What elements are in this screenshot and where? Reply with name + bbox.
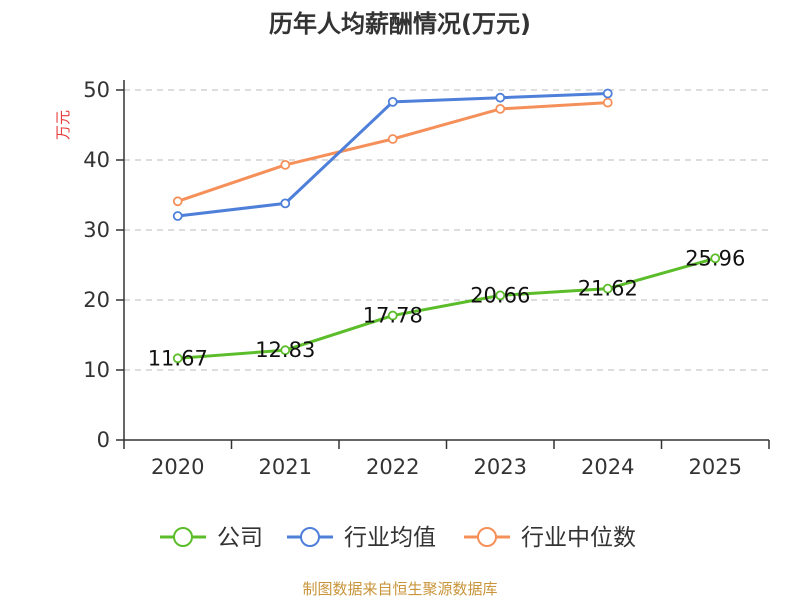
y-axis-label: 万元: [54, 110, 72, 140]
y-tick-label: 50: [83, 78, 110, 102]
data-point: [602, 88, 613, 99]
source-note: 制图数据来自恒生聚源数据库: [302, 580, 497, 598]
legend-marker: [477, 527, 497, 547]
legend-label: 行业均值: [344, 525, 436, 551]
data-point: [602, 283, 613, 294]
legend-label: 公司: [217, 525, 263, 551]
data-label: 20.66: [470, 283, 530, 307]
x-tick-label: 2023: [474, 455, 527, 479]
x-tick-labels: 2020 2021 2022 2023 2024 2025: [151, 455, 742, 479]
data-label: 12.83: [255, 338, 315, 362]
series-line-2: [177, 101, 608, 203]
data-point: [495, 290, 506, 301]
series-points: [172, 88, 721, 364]
data-point: [602, 97, 613, 108]
legend-label: 行业中位数: [521, 525, 636, 551]
data-point: [387, 310, 398, 321]
data-point: [280, 159, 291, 170]
x-tick-label: 2022: [366, 455, 419, 479]
data-point: [495, 104, 506, 114]
y-tick-labels: 0 10 20 30 40 50: [83, 78, 110, 452]
data-point: [172, 353, 183, 364]
data-point: [172, 196, 183, 207]
data-point: [172, 211, 183, 221]
data-label: 21.62: [578, 277, 638, 301]
grid-lines: [124, 89, 769, 371]
data-point: [280, 198, 291, 209]
x-tick-label: 2020: [151, 455, 204, 479]
data-label: 25.96: [685, 246, 745, 270]
data-point: [280, 345, 291, 356]
y-tick-label: 40: [83, 148, 110, 172]
y-tick-label: 0: [97, 428, 110, 452]
x-tick-label: 2024: [581, 455, 634, 479]
x-tick-label: 2025: [689, 455, 742, 479]
data-point: [387, 97, 398, 107]
y-tick-label: 30: [83, 218, 110, 242]
legend: 公司 行业均值 行业中位数: [160, 525, 636, 551]
data-label: 11.67: [148, 346, 208, 370]
series-lines: [177, 92, 716, 360]
series-line-0: [177, 256, 716, 360]
y-tick-label: 10: [83, 358, 110, 382]
series-line-1: [177, 92, 608, 218]
data-point: [387, 134, 398, 144]
legend-marker: [300, 527, 320, 547]
x-tick-label: 2021: [259, 455, 312, 479]
y-tick-label: 20: [83, 288, 110, 312]
data-labels: 11.67 12.83 17.78 20.66 21.62 25.96: [148, 246, 746, 370]
axes: [116, 80, 770, 449]
data-point: [495, 92, 506, 103]
legend-marker: [173, 527, 193, 547]
chart-title: 历年人均薪酬情况(万元): [269, 10, 531, 38]
data-label: 17.78: [363, 304, 423, 328]
data-point: [710, 253, 721, 264]
